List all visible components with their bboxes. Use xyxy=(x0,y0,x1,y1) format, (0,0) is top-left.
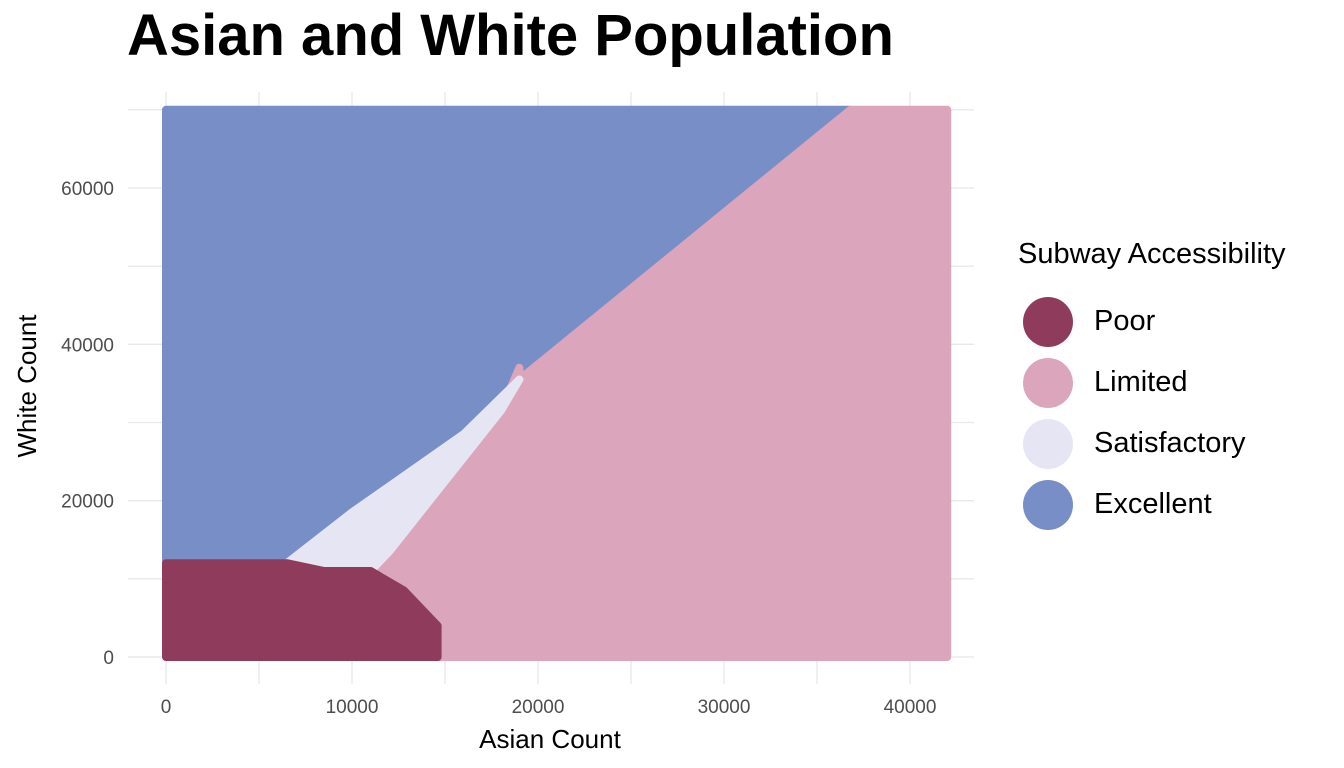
legend-items: Poor Limited Satisfactory Excellent xyxy=(1018,291,1286,535)
legend-label: Poor xyxy=(1094,305,1156,337)
legend-item-poor: Poor xyxy=(1018,291,1286,352)
chart-title: Asian and White Population xyxy=(127,3,894,68)
legend-title: Subway Accessibility xyxy=(1018,238,1286,270)
x-axis-title: Asian Count xyxy=(479,724,621,754)
tick-labels: 0 10000 20000 30000 40000 0 20000 40000 60000 xyxy=(61,179,936,718)
x-tick-label: 40000 xyxy=(884,697,937,718)
y-tick-label: 20000 xyxy=(61,492,114,513)
y-tick-label: 40000 xyxy=(61,335,114,356)
legend-item-limited: Limited xyxy=(1018,352,1286,413)
legend-item-excellent: Excellent xyxy=(1018,474,1286,535)
y-axis-title: White Count xyxy=(12,314,42,458)
x-tick-label: 30000 xyxy=(698,697,751,718)
y-tick-label: 60000 xyxy=(61,179,114,200)
legend-label: Excellent xyxy=(1094,488,1212,520)
region-poor xyxy=(162,559,442,661)
y-tick-label: 0 xyxy=(103,648,114,669)
legend-item-satisfactory: Satisfactory xyxy=(1018,413,1286,474)
legend-swatch xyxy=(1023,479,1073,530)
legend-swatch xyxy=(1023,296,1073,347)
legend-swatch xyxy=(1023,357,1073,408)
decision-regions xyxy=(162,105,952,661)
x-tick-label: 0 xyxy=(161,697,172,718)
legend-label: Limited xyxy=(1094,366,1188,398)
legend-swatch xyxy=(1023,418,1073,469)
x-tick-label: 20000 xyxy=(512,697,565,718)
legend-label: Satisfactory xyxy=(1094,427,1246,459)
legend: Subway Accessibility Poor Limited Satisfac… xyxy=(1018,238,1286,535)
x-tick-label: 10000 xyxy=(326,697,379,718)
